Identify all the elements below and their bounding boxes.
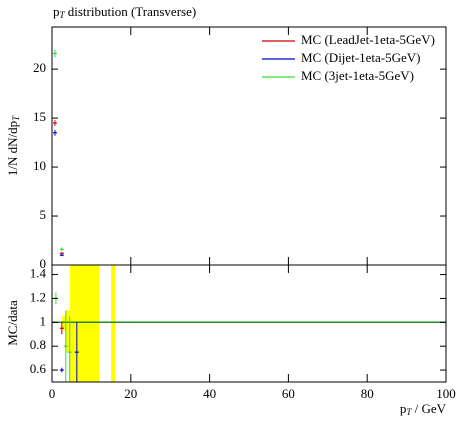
data-point [52, 120, 57, 126]
legend-label: MC (Dijet-1eta-5GeV) [301, 50, 421, 65]
x-tick-label: 60 [282, 386, 295, 401]
x-tick-label: 20 [124, 386, 137, 401]
x-tick-label: 0 [49, 386, 56, 401]
uncertainty-band [65, 310, 70, 353]
x-tick-label: 100 [436, 386, 456, 401]
uncertainty-band [69, 265, 76, 382]
uncertainty-band [111, 265, 116, 382]
legend: MC (LeadJet-1eta-5GeV) MC (Dijet-1eta-5Ge… [262, 32, 435, 83]
y-axis-label: 1/N dN/dpT​ [5, 115, 21, 176]
plot-area [52, 265, 446, 382]
data-point [59, 322, 64, 335]
legend-label: MC (3jet-1eta-5GeV) [301, 68, 414, 83]
uncertainty-band [61, 316, 66, 331]
y-tick-label: 20 [33, 60, 46, 75]
y-tick-label: 0.8 [30, 337, 46, 352]
data-point [59, 247, 64, 252]
x-tick-label: 80 [361, 386, 374, 401]
y-tick-label: 15 [33, 109, 46, 124]
y-tick-label: 0 [40, 256, 47, 271]
uncertainty-band [75, 265, 100, 382]
frame [51, 264, 447, 383]
data-point [74, 322, 79, 382]
y-tick-label: 0.6 [30, 361, 47, 376]
y-tick-label: 10 [33, 158, 46, 173]
plot-area [52, 49, 64, 257]
data-point [52, 129, 57, 136]
y-tick-label: 1 [40, 313, 47, 328]
y-tick-label: 5 [40, 207, 47, 222]
data-point [52, 49, 57, 58]
y-tick-label: 1.2 [30, 289, 46, 304]
x-tick-label: 40 [203, 386, 216, 401]
data-point [59, 254, 64, 257]
x-axis-label: pT​ / GeV [400, 401, 447, 417]
data-point [67, 316, 72, 382]
ratio-y-axis-label: MC/data [5, 300, 20, 346]
data-point [63, 310, 68, 382]
data-point [59, 252, 64, 255]
data-point [59, 367, 64, 373]
y-tick-label: 1.4 [30, 266, 47, 281]
legend-label: MC (LeadJet-1eta-5GeV) [301, 32, 435, 47]
chart-title: pT​ distribution (Transverse) [53, 4, 196, 20]
